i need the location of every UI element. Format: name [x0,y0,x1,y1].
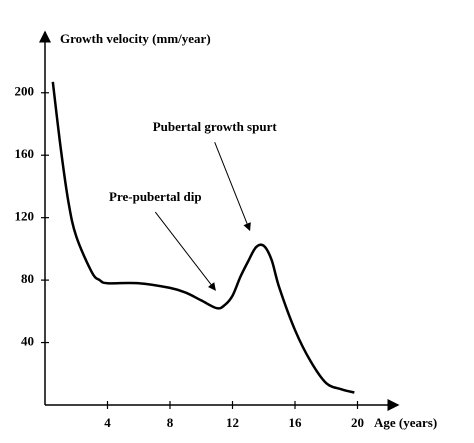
x-tick-label: 20 [351,415,364,430]
y-tick-label: 200 [15,84,35,99]
y-tick-label: 120 [15,209,35,224]
x-tick-label: 12 [226,415,239,430]
x-tick-label: 4 [104,415,111,430]
y-tick-label: 80 [21,271,34,286]
annotation-arrow [214,141,251,232]
annotation-arrow [154,211,216,291]
y-tick-label: 40 [21,334,34,349]
y-axis-label: Growth velocity (mm/year) [60,31,211,46]
growth-curve [51,81,355,394]
annotation-text: Pubertal growth spurt [153,119,278,134]
x-tick-label: 16 [289,415,303,430]
y-tick-label: 160 [15,146,35,161]
x-tick-label: 8 [167,415,174,430]
x-axis-label: Age (years) [374,415,437,430]
annotation-text: Pre-pubertal dip [109,189,202,204]
